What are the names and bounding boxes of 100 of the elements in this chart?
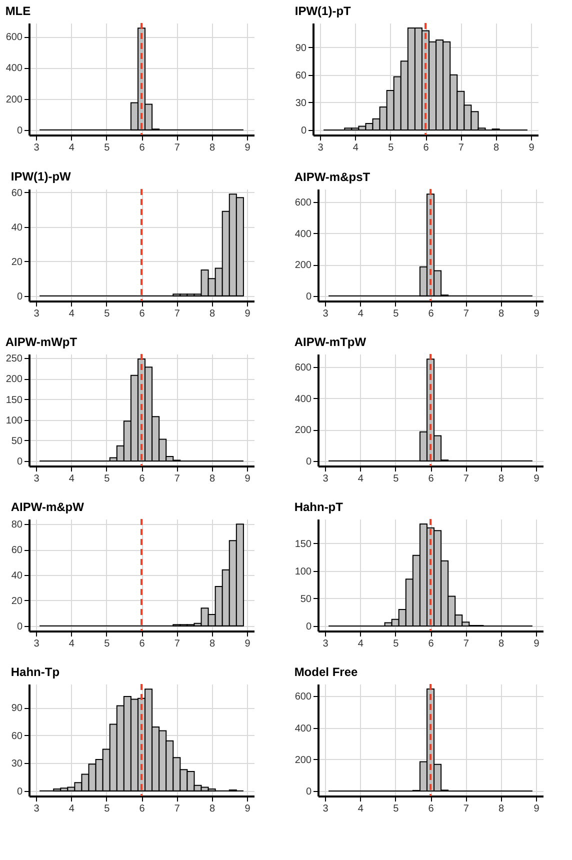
x-tick-label: 7 (174, 638, 180, 650)
x-tick-label: 9 (534, 474, 540, 484)
chart-title: AIPW-mTpW (294, 335, 367, 349)
chart-title: AIPW-m&psT (294, 170, 371, 184)
x-tick-label: 3 (322, 804, 329, 814)
x-tick-label: 5 (104, 474, 110, 484)
y-tick-label: 0 (16, 786, 23, 798)
x-tick-label: 6 (428, 638, 434, 650)
x-tick-label: 5 (104, 638, 110, 650)
chart-title: Hahn-Tp (10, 665, 60, 679)
x-tick-label: 5 (104, 308, 110, 320)
x-tick-label: 4 (68, 638, 75, 650)
x-tick-label: 4 (358, 804, 364, 814)
x-tick-label: 7 (463, 804, 470, 814)
y-tick-label: 100 (294, 566, 312, 578)
x-tick-label: 4 (352, 142, 359, 154)
y-tick-label: 90 (295, 42, 307, 54)
y-tick-label: 250 (6, 354, 23, 365)
y-tick-label: 200 (6, 374, 23, 386)
x-tick-label: 4 (358, 638, 364, 650)
y-tick-label: 0 (16, 291, 23, 302)
x-tick-label: 8 (210, 638, 216, 650)
x-tick-label: 5 (393, 474, 400, 484)
y-tick-label: 40 (11, 570, 23, 582)
y-tick-label: 0 (16, 456, 23, 468)
y-tick-label: 60 (295, 70, 307, 82)
y-tick-label: 0 (306, 456, 312, 468)
chart-title: Hahn-pT (294, 500, 344, 514)
x-tick-label: 6 (139, 638, 146, 650)
x-tick-label: 4 (358, 474, 364, 484)
y-tick-label: 60 (11, 188, 23, 199)
x-tick-label: 9 (244, 142, 251, 154)
x-tick-label: 3 (318, 142, 324, 154)
x-tick-label: 7 (458, 142, 464, 154)
chart-title: AIPW-m&pW (10, 500, 85, 514)
y-tick-label: 40 (11, 222, 23, 234)
y-tick-label: 90 (11, 703, 23, 714)
x-tick-label: 9 (528, 142, 535, 154)
x-tick-label: 4 (68, 474, 75, 484)
chart-title: IPW(1)-pW (10, 169, 72, 184)
x-tick-label: 5 (104, 804, 110, 814)
x-tick-label: 7 (174, 142, 180, 154)
x-tick-label: 3 (34, 474, 40, 484)
x-tick-label: 9 (534, 308, 540, 320)
x-tick-label: 4 (358, 308, 364, 320)
x-tick-label: 6 (428, 804, 434, 814)
chart-title: AIPW-mWpT (5, 335, 78, 349)
x-tick-label: 8 (498, 308, 505, 320)
x-tick-label: 8 (210, 804, 216, 814)
x-tick-label: 3 (322, 638, 329, 650)
y-tick-label: 600 (6, 32, 23, 44)
x-tick-label: 8 (210, 474, 216, 484)
chart-title: IPW(1)-pT (294, 4, 352, 18)
y-tick-label: 30 (11, 758, 23, 770)
y-tick-label: 80 (11, 520, 23, 531)
x-tick-label: 4 (68, 142, 75, 154)
y-tick-label: 600 (294, 362, 312, 374)
y-tick-label: 150 (6, 394, 23, 406)
y-tick-label: 400 (294, 723, 312, 734)
y-tick-label: 20 (11, 596, 23, 607)
y-tick-label: 150 (294, 538, 312, 550)
x-tick-label: 6 (139, 142, 146, 154)
y-tick-label: 400 (6, 63, 23, 74)
x-tick-label: 3 (34, 638, 40, 650)
x-tick-label: 3 (34, 142, 40, 154)
x-tick-label: 3 (34, 804, 40, 814)
x-tick-label: 7 (174, 308, 180, 320)
y-tick-label: 200 (294, 425, 312, 436)
x-tick-label: 7 (174, 474, 180, 484)
y-tick-label: 600 (294, 692, 312, 703)
x-tick-label: 4 (68, 308, 75, 320)
x-tick-label: 7 (463, 474, 470, 484)
y-tick-label: 50 (300, 594, 312, 605)
x-tick-label: 8 (210, 308, 216, 320)
x-tick-label: 7 (174, 804, 180, 814)
y-tick-label: 0 (306, 291, 312, 302)
x-tick-label: 5 (393, 638, 400, 650)
y-tick-label: 0 (306, 786, 312, 798)
x-tick-label: 8 (498, 474, 505, 484)
y-tick-label: 60 (11, 545, 23, 556)
x-tick-label: 9 (244, 804, 251, 814)
y-tick-label: 20 (11, 256, 23, 268)
x-tick-label: 5 (104, 142, 110, 154)
x-tick-label: 7 (463, 638, 470, 650)
y-tick-label: 200 (294, 754, 312, 766)
x-tick-label: 5 (393, 804, 400, 814)
x-tick-label: 6 (139, 804, 146, 814)
x-tick-label: 8 (494, 142, 500, 154)
y-tick-label: 60 (11, 730, 23, 742)
x-tick-label: 4 (68, 804, 75, 814)
y-tick-label: 0 (300, 125, 307, 136)
x-tick-label: 8 (210, 142, 216, 154)
x-tick-label: 5 (393, 308, 400, 320)
x-tick-label: 8 (498, 804, 505, 814)
y-tick-label: 0 (306, 622, 312, 633)
x-tick-label: 6 (428, 474, 434, 484)
y-tick-label: 100 (6, 415, 23, 426)
chart-title: Model Free (294, 665, 358, 679)
y-tick-label: 0 (16, 621, 23, 632)
x-tick-label: 6 (139, 308, 146, 320)
